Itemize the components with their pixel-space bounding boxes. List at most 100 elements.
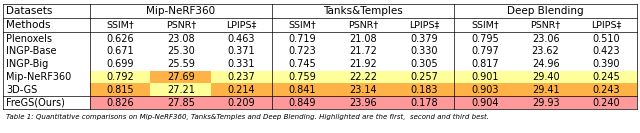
Text: 0.903: 0.903: [471, 85, 499, 95]
Bar: [515, 83, 576, 96]
Text: 0.379: 0.379: [410, 34, 438, 44]
Bar: [3, 4, 90, 18]
Text: 23.62: 23.62: [532, 46, 559, 56]
Bar: [576, 58, 637, 71]
Bar: [333, 83, 394, 96]
Bar: [333, 96, 394, 109]
Bar: [90, 32, 150, 45]
Bar: [211, 4, 272, 18]
Text: 0.626: 0.626: [106, 34, 134, 44]
Bar: [333, 4, 394, 18]
Text: 0.183: 0.183: [410, 85, 438, 95]
Bar: [576, 83, 637, 96]
Bar: [454, 83, 515, 96]
Text: 0.792: 0.792: [106, 72, 134, 82]
Text: 0.423: 0.423: [593, 46, 620, 56]
Text: PSNR†: PSNR†: [348, 21, 378, 30]
Text: 0.719: 0.719: [289, 34, 316, 44]
Text: 29.40: 29.40: [532, 72, 559, 82]
Text: Table 1: Quantitative comparisons on Mip-NeRF360, Tanks&Temples and Deep Blendin: Table 1: Quantitative comparisons on Mip…: [6, 114, 490, 120]
Bar: [3, 45, 90, 58]
Text: 0.795: 0.795: [471, 34, 499, 44]
Bar: [515, 45, 576, 58]
Bar: [3, 83, 90, 96]
Text: 0.331: 0.331: [228, 59, 255, 69]
Bar: [150, 32, 211, 45]
Text: 0.510: 0.510: [593, 34, 620, 44]
Text: 23.96: 23.96: [349, 98, 377, 108]
Bar: [211, 96, 272, 109]
Text: INGP-Big: INGP-Big: [6, 59, 49, 69]
Bar: [272, 32, 333, 45]
Bar: [333, 45, 394, 58]
Text: 27.69: 27.69: [167, 72, 195, 82]
Bar: [454, 18, 515, 32]
Bar: [515, 4, 576, 18]
Bar: [576, 45, 637, 58]
Text: 0.305: 0.305: [410, 59, 438, 69]
Text: 0.849: 0.849: [289, 98, 316, 108]
Text: 0.904: 0.904: [471, 98, 499, 108]
Text: 0.745: 0.745: [289, 59, 316, 69]
Bar: [211, 83, 272, 96]
Bar: [454, 96, 515, 109]
Text: 0.257: 0.257: [410, 72, 438, 82]
Bar: [515, 71, 576, 83]
Text: 0.759: 0.759: [289, 72, 316, 82]
Text: 0.371: 0.371: [228, 46, 255, 56]
Bar: [333, 71, 394, 83]
Bar: [576, 96, 637, 109]
Bar: [394, 83, 454, 96]
Bar: [515, 58, 576, 71]
Text: 23.08: 23.08: [167, 34, 195, 44]
Text: 0.214: 0.214: [228, 85, 255, 95]
Bar: [394, 96, 454, 109]
Text: Methods: Methods: [6, 20, 51, 30]
Bar: [333, 18, 394, 32]
Bar: [394, 18, 454, 32]
Bar: [150, 18, 211, 32]
Text: INGP-Base: INGP-Base: [6, 46, 57, 56]
Text: 29.93: 29.93: [532, 98, 559, 108]
Bar: [576, 18, 637, 32]
Bar: [211, 58, 272, 71]
Text: 23.14: 23.14: [349, 85, 377, 95]
Bar: [394, 71, 454, 83]
Bar: [272, 96, 333, 109]
Text: 0.390: 0.390: [593, 59, 620, 69]
Text: 24.96: 24.96: [532, 59, 559, 69]
Text: 0.245: 0.245: [593, 72, 620, 82]
Text: 0.797: 0.797: [471, 46, 499, 56]
Text: 27.21: 27.21: [167, 85, 195, 95]
Bar: [3, 71, 90, 83]
Text: 0.330: 0.330: [410, 46, 438, 56]
Bar: [272, 45, 333, 58]
Text: 21.92: 21.92: [349, 59, 377, 69]
Text: SSIM†: SSIM†: [289, 21, 316, 30]
Bar: [211, 18, 272, 32]
Text: 0.901: 0.901: [471, 72, 499, 82]
Text: LPIPS‡: LPIPS‡: [591, 21, 621, 30]
Text: SSIM†: SSIM†: [471, 21, 499, 30]
Bar: [454, 58, 515, 71]
Text: 0.699: 0.699: [106, 59, 134, 69]
Bar: [454, 32, 515, 45]
Bar: [3, 58, 90, 71]
Bar: [150, 58, 211, 71]
Bar: [90, 18, 150, 32]
Bar: [211, 45, 272, 58]
Text: 3D-GS: 3D-GS: [6, 85, 38, 95]
Text: 0.841: 0.841: [289, 85, 316, 95]
Bar: [90, 83, 150, 96]
Text: 0.243: 0.243: [593, 85, 620, 95]
Bar: [150, 83, 211, 96]
Bar: [272, 58, 333, 71]
Bar: [3, 96, 90, 109]
Bar: [90, 96, 150, 109]
Bar: [272, 4, 333, 18]
Text: 27.85: 27.85: [167, 98, 195, 108]
Bar: [150, 45, 211, 58]
Text: 25.59: 25.59: [167, 59, 195, 69]
Bar: [576, 4, 637, 18]
Bar: [272, 71, 333, 83]
